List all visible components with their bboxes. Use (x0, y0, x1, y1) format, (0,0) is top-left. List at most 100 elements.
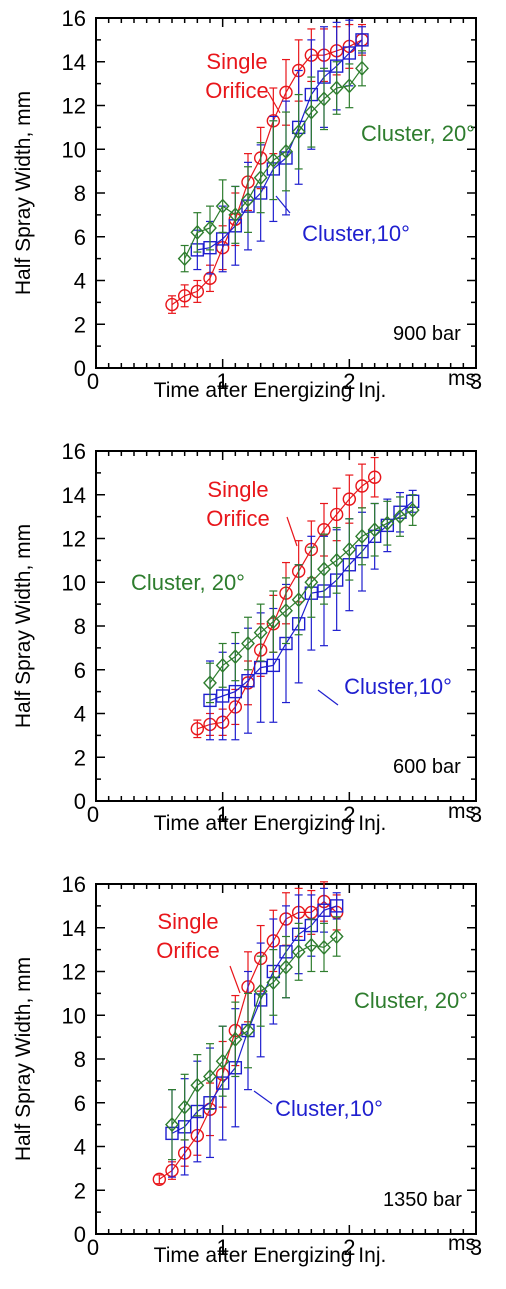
y-tick-label: 12 (62, 94, 86, 119)
data-point-diamond (253, 983, 268, 999)
series-diamond (203, 494, 420, 704)
data-point-diamond (317, 939, 331, 955)
data-point-circle (355, 479, 369, 493)
data-point-diamond (241, 1023, 255, 1039)
data-point-circle (177, 289, 192, 303)
x-tick-label: 0 (87, 802, 99, 827)
series-annotation: Single (157, 909, 218, 934)
x-axis-unit: ms (448, 800, 476, 823)
data-point-diamond (253, 170, 268, 186)
series-diamond (177, 50, 369, 273)
series-annotation: Cluster,10° (302, 221, 410, 246)
data-point-square (329, 899, 344, 913)
data-point-diamond (367, 522, 382, 538)
series-annotation: Single (207, 477, 268, 502)
data-point-circle (367, 470, 382, 484)
y-tick-label: 2 (74, 1178, 86, 1203)
y-tick-label: 10 (62, 570, 86, 595)
data-point-square (355, 33, 369, 47)
data-point-diamond (304, 104, 319, 120)
data-point-circle (152, 1172, 167, 1187)
x-axis-title: Time after Energizing Inj. (154, 812, 387, 835)
x-tick-label: 1 (217, 802, 229, 827)
x-tick-label: 2 (343, 1235, 355, 1260)
y-tick-label: 12 (62, 527, 86, 552)
y-tick-label: 0 (74, 1222, 86, 1247)
data-point-circle (342, 492, 357, 506)
data-point-diamond (279, 959, 293, 975)
y-tick-label: 8 (74, 614, 86, 639)
y-tick-label: 6 (74, 658, 86, 683)
y-axis-title: Half Spray Width, mm (12, 957, 35, 1161)
data-point-diamond (215, 657, 230, 673)
data-point-diamond (266, 614, 281, 630)
x-tick-label: 3 (470, 802, 482, 827)
series-annotation: Orifice (205, 78, 269, 103)
y-tick-label: 14 (62, 50, 86, 75)
annotation-leader (253, 1090, 273, 1105)
data-point-diamond (190, 224, 205, 240)
series-annotation: Cluster, 20° (354, 988, 468, 1013)
data-point-diamond (291, 944, 306, 960)
data-point-diamond (405, 502, 420, 518)
annotation-leader (229, 965, 241, 994)
series-line (171, 905, 337, 1134)
annotation-leader (317, 689, 339, 706)
pressure-label: 600 bar (393, 756, 461, 778)
y-tick-label: 10 (62, 1003, 86, 1028)
pressure-label: 1350 bar (383, 1189, 462, 1211)
series-annotation: Single (206, 49, 267, 74)
data-point-diamond (291, 124, 306, 140)
y-tick-label: 0 (74, 789, 86, 814)
x-tick-label: 2 (343, 802, 355, 827)
y-tick-label: 6 (74, 225, 86, 250)
data-point-diamond (279, 603, 293, 619)
x-tick-label: 2 (343, 369, 355, 394)
data-point-diamond (241, 635, 255, 652)
data-point-square (228, 684, 243, 699)
y-tick-label: 6 (74, 1091, 86, 1116)
data-point-diamond (228, 207, 243, 223)
data-point-diamond (228, 1031, 243, 1047)
x-axis-title: Time after Energizing Inj. (154, 379, 387, 402)
y-tick-label: 14 (62, 483, 86, 508)
series-annotation: Cluster, 20° (361, 121, 475, 146)
data-point-diamond (228, 649, 243, 665)
data-point-diamond (355, 60, 369, 76)
data-point-diamond (317, 91, 331, 107)
data-point-diamond (266, 974, 281, 990)
y-tick-label: 16 (62, 872, 86, 897)
data-point-diamond (241, 192, 255, 208)
x-tick-label: 0 (87, 1235, 99, 1260)
data-point-diamond (190, 1077, 205, 1093)
series-annotation: Cluster, 20° (131, 570, 245, 595)
annotation-leader (286, 516, 298, 547)
y-tick-label: 14 (62, 916, 86, 941)
data-point-diamond (329, 552, 344, 568)
data-point-diamond (215, 198, 230, 214)
y-tick-label: 16 (62, 439, 86, 464)
data-point-diamond (177, 251, 192, 267)
data-point-diamond (177, 1099, 192, 1115)
data-point-circle (190, 284, 205, 299)
y-axis-title: Half Spray Width, mm (12, 524, 35, 728)
data-point-diamond (304, 574, 319, 590)
data-point-diamond (329, 80, 344, 96)
data-point-diamond (317, 561, 331, 577)
data-point-circle (329, 507, 344, 522)
data-point-square (241, 673, 255, 688)
x-axis-title: Time after Energizing Inj. (154, 1244, 387, 1267)
data-point-circle (279, 85, 293, 100)
data-point-diamond (165, 1117, 179, 1133)
x-tick-label: 0 (87, 369, 99, 394)
series-annotation: Cluster,10° (275, 1096, 383, 1121)
data-point-diamond (215, 1053, 230, 1069)
data-point-diamond (393, 509, 407, 525)
y-tick-label: 10 (62, 137, 86, 162)
data-point-diamond (380, 515, 395, 531)
data-point-square (342, 46, 357, 60)
data-point-square (266, 658, 281, 673)
